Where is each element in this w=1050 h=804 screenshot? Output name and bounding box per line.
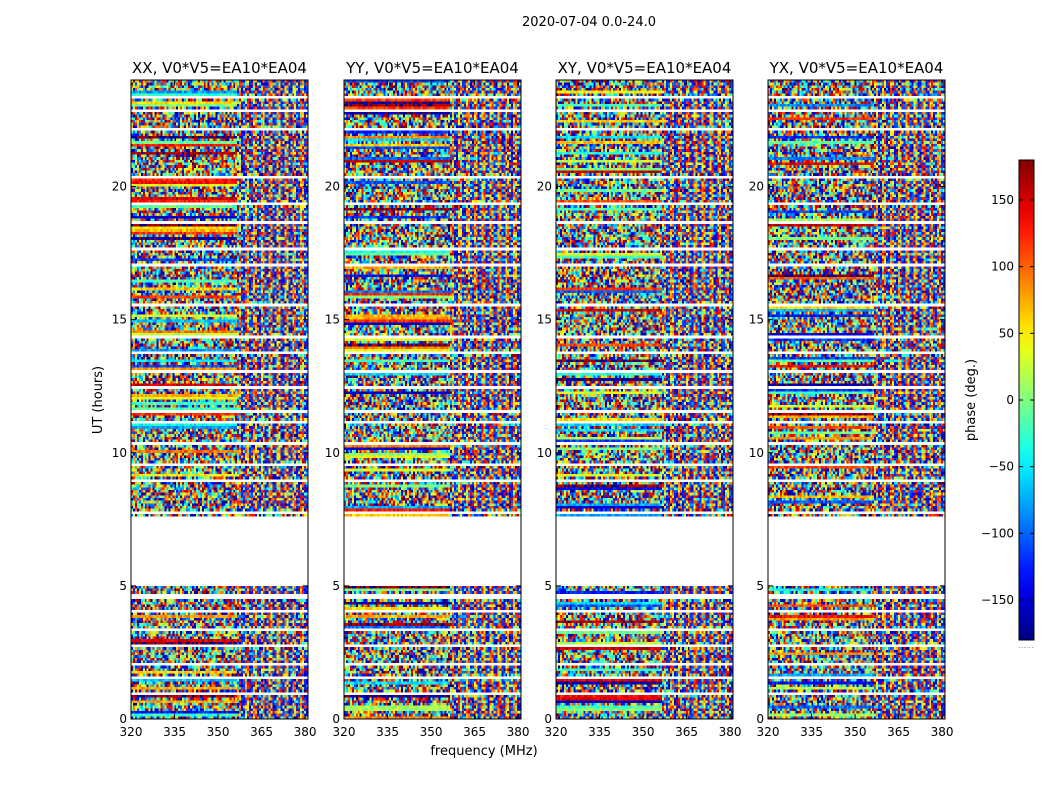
panel-1: XX, V0*V5=EA10*EA04 320 335 350 365 380 0 5 10 15…: [112, 59, 317, 739]
panel-frame-1: [130, 79, 309, 720]
y-tick-label: 15: [537, 313, 552, 327]
panel-3: XY, V0*V5=EA10*EA04 320 335 350 365 380 0 5 10 15…: [537, 59, 742, 739]
x-tick-label: 320: [333, 725, 356, 739]
heatmap-image-2: [344, 80, 521, 719]
panels-group: XX, V0*V5=EA10*EA04 320 335 350 365 380 0 5 10 15…: [112, 59, 954, 739]
colorbar-tick-label: 150: [991, 193, 1014, 207]
panel-title-1: XX, V0*V5=EA10*EA04: [132, 59, 307, 77]
x-tick-label: 350: [632, 725, 655, 739]
colorbar-footnote: ......: [1018, 641, 1033, 650]
x-tick-label: 335: [800, 725, 823, 739]
heatmap-image-4: [768, 80, 945, 719]
heatmap-image-1: [131, 80, 308, 719]
x-tick-label: 365: [250, 725, 273, 739]
colorbar-tick-label: −100: [981, 526, 1014, 540]
colorbar-tick-label: 100: [991, 260, 1014, 274]
panel-2: YY, V0*V5=EA10*EA04 320 335 350 365 380 0 5 10 15…: [325, 59, 530, 739]
figure-suptitle: 2020-07-04 0.0-24.0: [522, 15, 656, 30]
x-tick-label: 350: [207, 725, 230, 739]
y-tick-label: 15: [112, 313, 127, 327]
y-tick-label: 20: [112, 180, 127, 194]
y-tick-label: 5: [756, 579, 764, 593]
y-tick-label: 0: [756, 712, 764, 726]
x-tick-label: 320: [757, 725, 780, 739]
colorbar-tick-label: −150: [981, 593, 1014, 607]
x-tick-label: 320: [120, 725, 143, 739]
x-tick-label: 380: [507, 725, 530, 739]
heatmap-image-3: [556, 80, 733, 719]
x-tick-label: 380: [719, 725, 742, 739]
x-tick-label: 365: [675, 725, 698, 739]
y-tick-label: 10: [537, 446, 552, 460]
panel-frame-2: [343, 79, 522, 720]
y-tick-label: 20: [749, 180, 764, 194]
panel-title-4: YX, V0*V5=EA10*EA04: [769, 59, 944, 77]
panel-4: YX, V0*V5=EA10*EA04 320 335 350 365 380 0 5 10 15…: [749, 59, 954, 739]
y-tick-label: 5: [119, 579, 127, 593]
x-tick-label: 350: [420, 725, 443, 739]
panel-title-3: XY, V0*V5=EA10*EA04: [558, 59, 732, 77]
y-tick-label: 5: [544, 579, 552, 593]
x-tick-label: 320: [545, 725, 568, 739]
y-axis-label: UT (hours): [91, 366, 106, 434]
x-tick-label: 380: [931, 725, 954, 739]
x-tick-label: 335: [588, 725, 611, 739]
y-tick-label: 20: [325, 180, 340, 194]
panel-frame-3: [555, 79, 734, 720]
x-axis-label: frequency (MHz): [430, 744, 537, 759]
colorbar-tick-label: −50: [989, 460, 1014, 474]
colorbar: −150 −100 −50 0 50 100 150: [981, 159, 1035, 641]
x-tick-label: 365: [463, 725, 486, 739]
y-tick-label: 0: [544, 712, 552, 726]
y-tick-label: 15: [749, 313, 764, 327]
x-tick-label: 335: [376, 725, 399, 739]
y-tick-label: 10: [325, 446, 340, 460]
x-tick-label: 380: [294, 725, 317, 739]
panel-title-2: YY, V0*V5=EA10*EA04: [345, 59, 519, 77]
y-tick-label: 10: [749, 446, 764, 460]
y-tick-label: 0: [332, 712, 340, 726]
y-tick-label: 15: [325, 313, 340, 327]
colorbar-tick-label: 50: [999, 326, 1014, 340]
x-tick-label: 365: [887, 725, 910, 739]
panel-frame-4: [767, 79, 946, 720]
x-tick-label: 350: [844, 725, 867, 739]
y-tick-label: 0: [119, 712, 127, 726]
y-tick-label: 10: [112, 446, 127, 460]
x-tick-label: 335: [163, 725, 186, 739]
colorbar-label: phase (deg.): [964, 359, 979, 441]
colorbar-tick-label: 0: [1006, 393, 1014, 407]
y-tick-label: 5: [332, 579, 340, 593]
y-tick-label: 20: [537, 180, 552, 194]
